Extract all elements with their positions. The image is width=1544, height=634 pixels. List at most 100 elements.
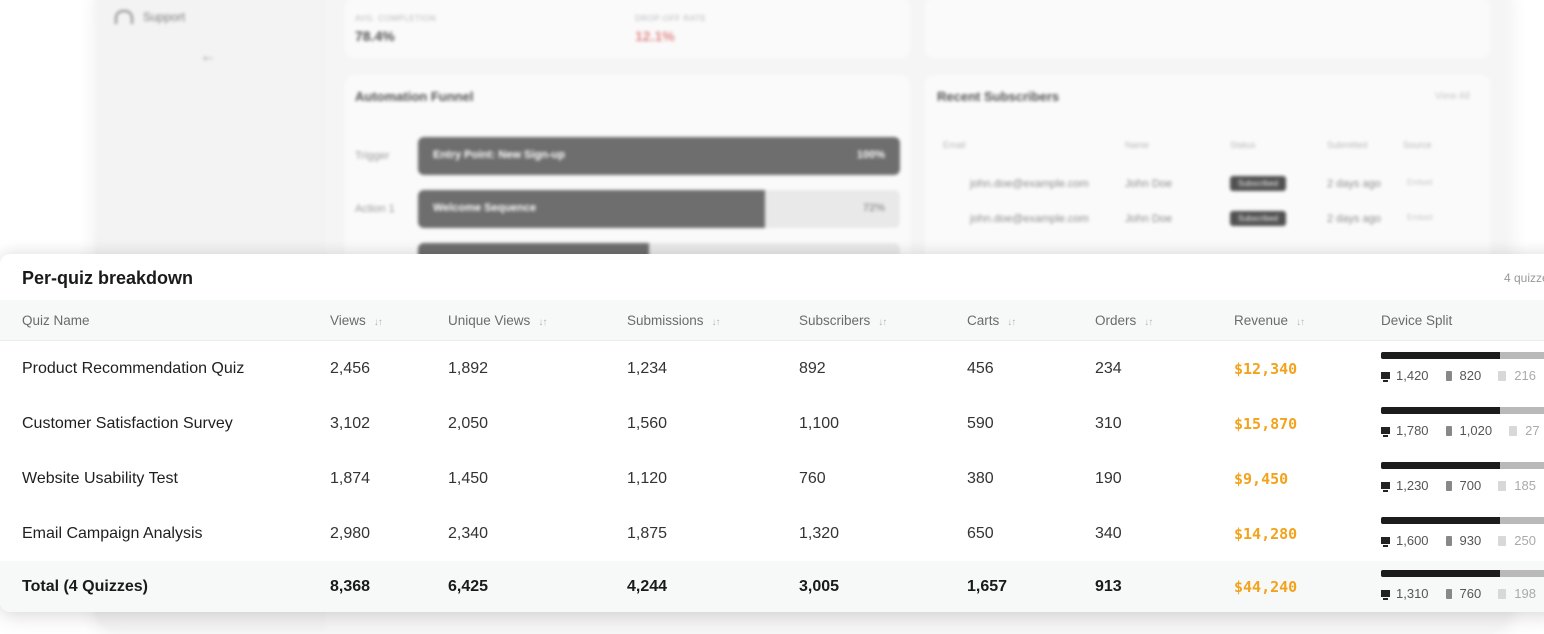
device-split-legend: 1,230 700 185 — [1381, 478, 1544, 493]
stat-value: 78.4% — [355, 28, 395, 44]
tablet-icon — [1498, 370, 1507, 381]
subscriber-email: john.doe@example.com — [970, 178, 1089, 190]
column-header: Email — [943, 140, 966, 150]
headset-icon — [115, 10, 133, 24]
carts-value: 456 — [967, 360, 994, 377]
funnel-step-label: Trigger — [355, 150, 390, 162]
sort-icon[interactable]: ↓↑ — [1296, 317, 1305, 328]
desktop-count: 1,600 — [1396, 533, 1429, 548]
mobile-count: 930 — [1459, 533, 1482, 548]
column-header-quiz-name: Quiz Name — [22, 313, 90, 328]
subscriber-name: John Doe — [1125, 178, 1173, 190]
sort-icon[interactable]: ↓↑ — [878, 317, 887, 328]
tablet-count: 27 — [1525, 423, 1540, 438]
table-row[interactable]: Email Campaign Analysis 2,980 2,340 1,87… — [0, 506, 1544, 562]
carts-value: 650 — [967, 525, 994, 542]
desktop-share-segment — [1381, 407, 1500, 414]
sidebar-item-support[interactable]: Support — [115, 10, 185, 24]
status-badge: Subscribed — [1230, 176, 1287, 191]
quiz-name[interactable]: Customer Satisfaction Survey — [22, 415, 233, 432]
column-header-orders[interactable]: Orders ↓↑ — [1095, 313, 1153, 328]
quiz-name[interactable]: Website Usability Test — [22, 470, 178, 487]
column-header-device-split: Device Split — [1381, 313, 1453, 328]
submissions-value: 1,560 — [627, 415, 668, 432]
desktop-icon — [1381, 482, 1390, 492]
views-value: 3,102 — [330, 415, 371, 432]
desktop-share-segment — [1381, 462, 1500, 469]
unique-views-value: 1,450 — [448, 470, 489, 487]
stats-card — [925, 0, 1490, 58]
unique-views-value: 1,892 — [448, 360, 489, 377]
sort-icon[interactable]: ↓↑ — [711, 317, 721, 328]
stats-card: AVG. COMPLETION 78.4% DROP-OFF RATE 12.1… — [345, 0, 910, 58]
submissions-value: 1,120 — [627, 470, 668, 487]
subscriber-name: John Doe — [1125, 213, 1173, 225]
mobile-icon — [1445, 425, 1452, 436]
mobile-count: 760 — [1459, 586, 1482, 601]
quiz-name[interactable]: Product Recommendation Quiz — [22, 360, 245, 377]
table-row[interactable]: Website Usability Test 1,874 1,450 1,120… — [0, 451, 1544, 507]
quiz-count: 4 quizzes — [1504, 271, 1544, 285]
orders-value: 234 — [1095, 360, 1122, 377]
column-header-unique-views[interactable]: Unique Views ↓↑ — [448, 313, 547, 328]
tablet-icon — [1498, 588, 1507, 599]
column-header-carts[interactable]: Carts ↓↑ — [967, 313, 1016, 328]
column-header-submissions[interactable]: Submissions ↓↑ — [627, 313, 721, 328]
total-views: 8,368 — [330, 578, 371, 595]
sort-icon[interactable]: ↓↑ — [373, 317, 383, 328]
table-row[interactable]: Product Recommendation Quiz 2,456 1,892 … — [0, 341, 1544, 397]
column-header-subscribers[interactable]: Subscribers ↓↑ — [799, 313, 887, 328]
submissions-value: 1,875 — [627, 525, 668, 542]
column-header-revenue[interactable]: Revenue ↓↑ — [1234, 313, 1305, 328]
stat-label: AVG. COMPLETION — [355, 14, 437, 23]
views-value: 1,874 — [330, 470, 371, 487]
device-split-legend: 1,420 820 216 — [1381, 368, 1544, 383]
mobile-icon — [1445, 480, 1452, 491]
status-badge: Subscribed — [1230, 211, 1287, 226]
sort-icon[interactable]: ↓↑ — [1007, 317, 1016, 328]
column-header: Source — [1403, 140, 1432, 150]
subscribers-value: 1,320 — [799, 525, 840, 542]
view-all-link[interactable]: View All — [1435, 91, 1470, 102]
sort-icon[interactable]: ↓↑ — [538, 317, 547, 328]
tablet-icon — [1509, 425, 1518, 436]
orders-value: 310 — [1095, 415, 1122, 432]
total-submissions: 4,244 — [627, 578, 668, 595]
funnel-bar: Welcome Sequence 72% — [418, 190, 900, 228]
subscriber-email: john.doe@example.com — [970, 213, 1089, 225]
tablet-icon — [1498, 480, 1507, 491]
total-orders: 913 — [1095, 578, 1122, 595]
subscriber-submitted: 2 days ago — [1327, 213, 1381, 225]
sort-icon[interactable]: ↓↑ — [1144, 317, 1153, 328]
mobile-icon — [1445, 370, 1452, 381]
collapse-arrow-icon[interactable]: ← — [200, 48, 216, 65]
column-header: Status — [1230, 140, 1256, 150]
desktop-share-segment — [1381, 352, 1500, 359]
table-row[interactable]: Customer Satisfaction Survey 3,102 2,050… — [0, 396, 1544, 452]
total-subscribers: 3,005 — [799, 578, 840, 595]
orders-value: 340 — [1095, 525, 1122, 542]
mobile-count: 1,020 — [1459, 423, 1493, 438]
quiz-name[interactable]: Email Campaign Analysis — [22, 525, 203, 542]
total-revenue: $44,240 — [1234, 578, 1298, 596]
desktop-count: 1,420 — [1396, 368, 1429, 383]
desktop-icon — [1381, 590, 1390, 600]
subscriber-source: Embed — [1407, 178, 1433, 187]
carts-value: 380 — [967, 470, 994, 487]
subscribers-value: 760 — [799, 470, 826, 487]
carts-value: 590 — [967, 415, 994, 432]
card-title: Per-quiz breakdown — [22, 268, 194, 288]
device-split-bar — [1381, 462, 1544, 469]
tablet-count: 185 — [1514, 478, 1536, 493]
device-split-bar — [1381, 407, 1544, 414]
total-carts: 1,657 — [967, 578, 1008, 595]
device-split-legend: 1,780 1,020 27 — [1381, 423, 1544, 438]
funnel-step-label: Action 1 — [355, 203, 395, 215]
desktop-share-segment — [1381, 570, 1500, 577]
device-split-legend: 1,600 930 250 — [1381, 533, 1544, 548]
submissions-value: 1,234 — [627, 360, 668, 377]
column-header: Name — [1125, 140, 1150, 150]
revenue-value: $14,280 — [1234, 525, 1298, 543]
column-header-views[interactable]: Views ↓↑ — [330, 313, 383, 328]
subscribers-title: Recent Subscribers — [937, 89, 1060, 104]
